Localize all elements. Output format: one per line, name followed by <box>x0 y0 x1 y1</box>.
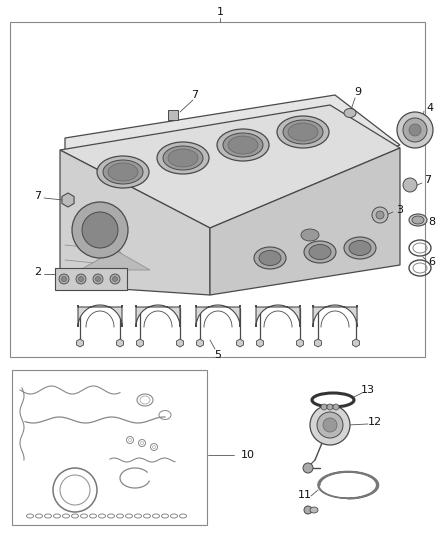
Circle shape <box>61 277 67 281</box>
Circle shape <box>113 277 117 281</box>
Polygon shape <box>210 148 400 295</box>
Polygon shape <box>257 339 264 347</box>
Ellipse shape <box>309 245 331 260</box>
Text: 12: 12 <box>368 417 382 427</box>
Ellipse shape <box>344 237 376 259</box>
Circle shape <box>323 418 337 432</box>
Circle shape <box>327 404 333 410</box>
Circle shape <box>310 405 350 445</box>
Circle shape <box>110 274 120 284</box>
Circle shape <box>409 124 421 136</box>
Text: 2: 2 <box>35 267 42 277</box>
Text: 13: 13 <box>361 385 375 395</box>
Ellipse shape <box>409 214 427 226</box>
Ellipse shape <box>259 251 281 265</box>
Ellipse shape <box>228 136 258 154</box>
Text: 4: 4 <box>427 103 434 113</box>
Circle shape <box>78 277 84 281</box>
Polygon shape <box>137 339 144 347</box>
Circle shape <box>72 202 128 258</box>
Text: 5: 5 <box>215 350 222 360</box>
Text: 1: 1 <box>216 7 223 17</box>
Ellipse shape <box>288 123 318 141</box>
Polygon shape <box>78 305 122 327</box>
Circle shape <box>403 178 417 192</box>
Polygon shape <box>197 339 204 347</box>
Polygon shape <box>297 339 304 347</box>
Polygon shape <box>77 339 84 347</box>
Text: 10: 10 <box>241 450 255 460</box>
Text: 7: 7 <box>35 191 42 201</box>
Circle shape <box>317 412 343 438</box>
Polygon shape <box>136 305 180 327</box>
Ellipse shape <box>157 142 209 174</box>
Text: 11: 11 <box>298 490 312 500</box>
Ellipse shape <box>283 120 323 144</box>
Bar <box>55 268 127 290</box>
Text: 8: 8 <box>428 217 435 227</box>
Circle shape <box>403 118 427 142</box>
Polygon shape <box>313 305 357 327</box>
Ellipse shape <box>349 240 371 255</box>
Bar <box>12 370 207 525</box>
Text: 6: 6 <box>428 257 435 267</box>
Polygon shape <box>65 95 400 230</box>
Ellipse shape <box>168 149 198 167</box>
Polygon shape <box>60 150 210 295</box>
Polygon shape <box>117 339 124 347</box>
Text: 7: 7 <box>424 175 431 185</box>
Polygon shape <box>256 305 300 327</box>
Text: 3: 3 <box>396 205 403 215</box>
Ellipse shape <box>310 507 318 513</box>
Circle shape <box>59 274 69 284</box>
Circle shape <box>321 404 327 410</box>
Ellipse shape <box>277 116 329 148</box>
Polygon shape <box>177 339 184 347</box>
Circle shape <box>93 274 103 284</box>
Circle shape <box>304 506 312 514</box>
Polygon shape <box>353 339 360 347</box>
Ellipse shape <box>301 229 319 241</box>
Ellipse shape <box>97 156 149 188</box>
Ellipse shape <box>163 146 203 170</box>
Polygon shape <box>60 105 400 228</box>
Ellipse shape <box>223 133 263 157</box>
Circle shape <box>372 207 388 223</box>
Circle shape <box>82 212 118 248</box>
Circle shape <box>76 274 86 284</box>
Circle shape <box>333 404 339 410</box>
Ellipse shape <box>344 109 356 117</box>
Bar <box>10 22 425 357</box>
Circle shape <box>376 211 384 219</box>
Circle shape <box>303 463 313 473</box>
Ellipse shape <box>103 160 143 184</box>
Bar <box>168 110 178 120</box>
Ellipse shape <box>108 163 138 181</box>
Text: 7: 7 <box>191 90 198 100</box>
Ellipse shape <box>304 241 336 263</box>
Circle shape <box>95 277 100 281</box>
Text: 9: 9 <box>354 87 361 97</box>
Circle shape <box>397 112 433 148</box>
Polygon shape <box>80 250 150 270</box>
Polygon shape <box>237 339 244 347</box>
Ellipse shape <box>412 216 424 224</box>
Polygon shape <box>62 193 74 207</box>
Ellipse shape <box>254 247 286 269</box>
Ellipse shape <box>217 129 269 161</box>
Polygon shape <box>196 305 240 327</box>
Polygon shape <box>314 339 321 347</box>
